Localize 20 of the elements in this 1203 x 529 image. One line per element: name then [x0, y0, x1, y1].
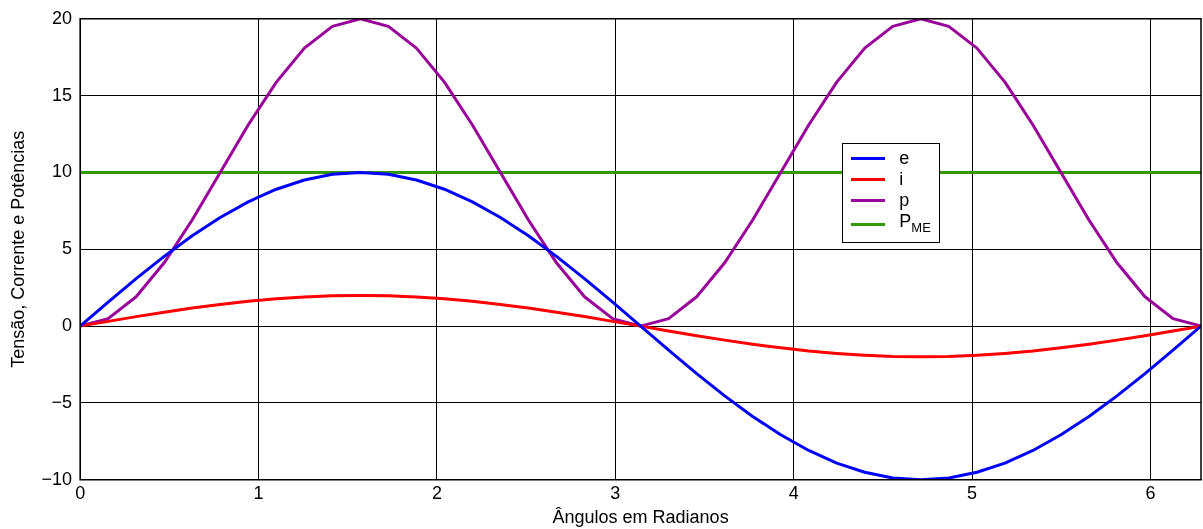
legend-label: P$_{ME}$: [899, 211, 931, 237]
x-axis-title: Ângulos em Radianos: [552, 507, 729, 528]
y-tick-label: −5: [51, 391, 73, 412]
x-tick-label: 1: [253, 482, 264, 503]
y-tick-label: 5: [62, 238, 73, 259]
y-tick-label: 15: [52, 84, 73, 105]
x-tick-label: 6: [1145, 482, 1156, 503]
x-tick-label: 2: [431, 482, 442, 503]
y-tick-label: 20: [52, 7, 73, 28]
x-tick-label: 5: [967, 482, 978, 503]
legend-label: p: [899, 190, 910, 212]
legend-label: e: [899, 148, 910, 170]
x-tick-label: 4: [788, 482, 799, 503]
legend-label: i: [899, 169, 904, 191]
x-tick-label: 3: [610, 482, 621, 503]
y-tick-label: 10: [52, 161, 73, 182]
y-axis-title: Tensão, Corrente e Potências: [7, 130, 28, 368]
y-tick-label: 0: [62, 315, 73, 336]
y-tick-label: −10: [41, 468, 73, 489]
x-tick-label: 0: [75, 482, 86, 503]
